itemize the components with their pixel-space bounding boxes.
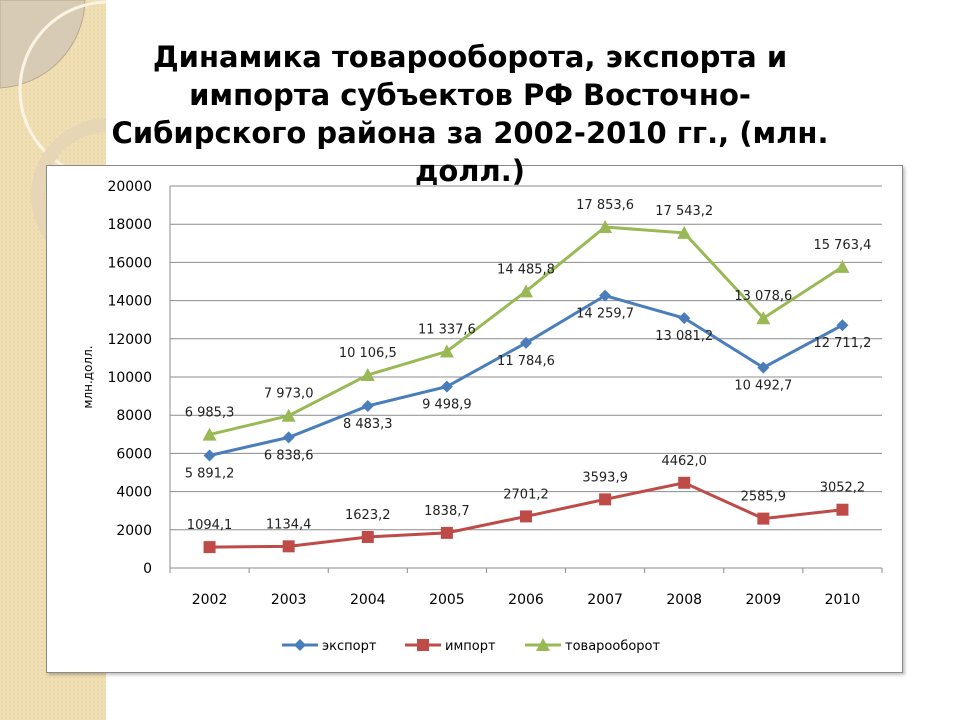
data-label: 14 259,7 [576,307,634,322]
data-label: 4462,0 [661,454,707,469]
y-tick-label: 16000 [107,255,152,271]
x-tick-label: 2010 [825,592,861,608]
x-tick-label: 2007 [587,592,623,608]
data-label: 12 711,2 [813,336,871,351]
data-label: 7 973,0 [264,387,314,402]
data-label: 8 483,3 [343,417,393,432]
x-tick-label: 2005 [429,592,465,608]
data-point [678,312,691,325]
data-label: 13 081,2 [655,329,713,344]
legend-marker [294,639,306,651]
legend-marker [417,639,429,651]
y-tick-label: 20000 [107,179,152,195]
chart-title: Динамика товарооборота, экспорта и импор… [111,40,829,188]
data-label: 9 498,9 [422,398,472,413]
data-point [440,526,453,539]
x-tick-label: 2004 [350,592,386,608]
data-label: 3593,9 [582,470,628,485]
data-point [520,510,532,523]
data-point [281,408,296,422]
data-label: 17 543,2 [655,204,713,219]
data-point [282,540,295,553]
series-line-2 [209,225,844,437]
data-point [203,449,216,462]
y-tick-label: 18000 [107,217,152,233]
data-point [836,503,849,516]
data-point [598,219,613,233]
data-label: 2701,2 [503,487,549,502]
data-point [361,399,374,412]
data-point [361,530,374,543]
data-point [599,289,612,302]
y-axis-label: млн.долл. [81,345,95,408]
data-point [757,512,770,525]
data-point [202,427,217,441]
data-label: 17 853,6 [576,198,634,213]
chart-area [46,165,903,673]
y-tick-label: 2000 [116,523,152,539]
data-label: 5 891,2 [185,466,235,481]
data-point [519,284,533,298]
data-point [756,311,771,325]
x-tick-label: 2006 [508,592,544,608]
y-tick-label: 6000 [116,446,152,462]
data-point [440,380,453,393]
x-tick-label: 2002 [192,592,228,608]
data-label: 1838,7 [424,504,470,519]
y-tick-label: 10000 [107,370,152,386]
data-label: 6 838,6 [264,448,314,463]
data-label: 1134,4 [266,517,312,532]
data-label: 11 337,6 [418,322,476,337]
x-tick-label: 2008 [666,592,702,608]
x-tick-label: 2003 [271,592,307,608]
data-point [439,344,454,358]
data-label: 11 784,6 [497,354,555,369]
legend-marker [536,638,550,651]
data-point [678,476,691,489]
legend-label: товарооборот [565,639,660,654]
y-tick-label: 4000 [116,485,152,501]
x-tick-label: 2009 [746,592,782,608]
y-tick-label: 8000 [116,408,152,424]
data-point [677,225,692,239]
y-tick-label: 12000 [107,332,152,348]
data-point [599,493,612,506]
data-label: 14 485,8 [497,262,555,277]
data-label: 15 763,4 [813,238,871,253]
data-point [203,541,216,554]
y-tick-label: 0 [143,561,152,577]
data-point [360,367,375,381]
data-point [835,259,850,273]
data-label: 10 106,5 [339,346,397,361]
data-label: 3052,2 [820,481,866,496]
data-label: 1094,1 [187,518,233,533]
legend-label: импорт [445,639,496,654]
decorative-circles [0,0,106,272]
data-point [836,319,849,332]
data-point [520,336,532,349]
legend-label: экспорт [322,639,377,654]
data-label: 1623,2 [345,508,391,523]
y-tick-label: 14000 [107,294,152,310]
data-label: 6 985,3 [185,406,235,421]
data-label: 13 078,6 [734,289,792,304]
series-line-0 [209,294,844,457]
data-label: 10 492,7 [734,379,792,394]
data-label: 2585,9 [741,490,787,505]
data-point [282,431,295,444]
data-point [757,361,770,374]
